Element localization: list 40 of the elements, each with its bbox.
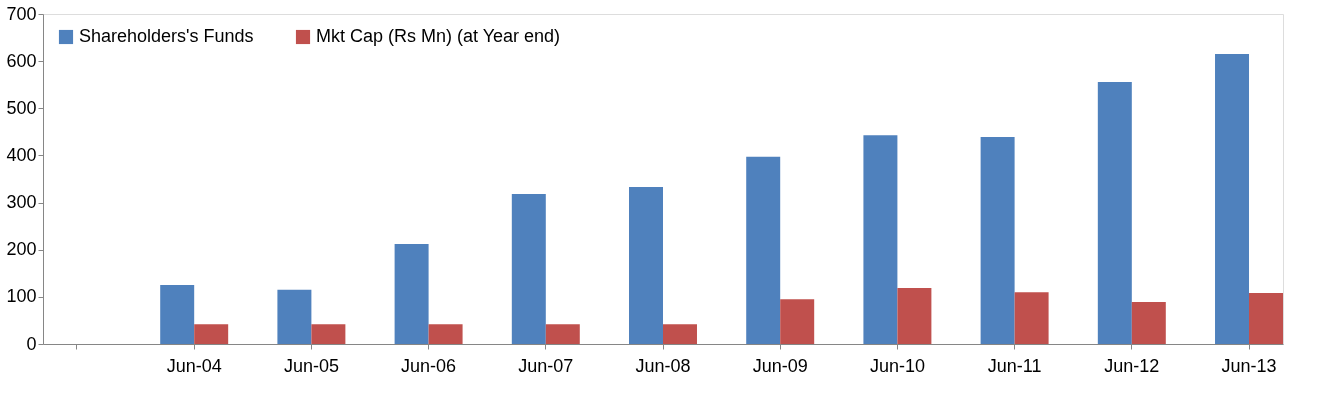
- bar: [394, 244, 429, 344]
- bar: [511, 194, 546, 344]
- x-tick-label: Jun-10: [869, 355, 925, 376]
- bar: [311, 324, 346, 344]
- x-tick-label: Jun-12: [1104, 355, 1160, 376]
- bar: [863, 135, 898, 344]
- x-tick-label: Jun-05: [283, 355, 339, 376]
- bar: [428, 324, 463, 344]
- bar: [194, 324, 229, 344]
- y-tick-label: 200: [6, 239, 37, 260]
- x-tick-label: Jun-13: [1221, 355, 1277, 376]
- bar: [897, 287, 932, 344]
- bar: [1097, 81, 1132, 344]
- x-tick-label: Jun-04: [166, 355, 222, 376]
- y-tick-label: 300: [6, 192, 37, 213]
- bar: [663, 324, 697, 344]
- y-tick-label: 400: [6, 144, 37, 165]
- y-tick-label: 100: [6, 286, 37, 307]
- bar: [545, 324, 580, 344]
- legend-label: Mkt Cap (Rs Mn) (at Year end): [316, 26, 561, 46]
- bar: [1014, 292, 1049, 344]
- x-tick-label: Jun-11: [987, 355, 1042, 376]
- y-tick-label: 500: [6, 97, 37, 118]
- bar: [629, 187, 663, 344]
- bar: [980, 137, 1015, 344]
- y-tick-label: 0: [26, 333, 37, 354]
- bar: [746, 156, 781, 344]
- x-tick-label: Jun-08: [635, 355, 691, 376]
- bar: [160, 285, 195, 344]
- x-tick-label: Jun-09: [752, 355, 808, 376]
- bar: [1215, 54, 1250, 344]
- bar: [1249, 293, 1283, 344]
- y-tick-label: 700: [6, 3, 37, 24]
- bar: [1131, 302, 1166, 344]
- legend-label: Shareholders's Funds: [79, 26, 254, 46]
- bar: [780, 299, 815, 344]
- y-tick-label: 600: [6, 50, 37, 71]
- x-tick-label: Jun-06: [401, 355, 457, 376]
- bar: [277, 289, 312, 344]
- x-tick-label: Jun-07: [518, 355, 574, 376]
